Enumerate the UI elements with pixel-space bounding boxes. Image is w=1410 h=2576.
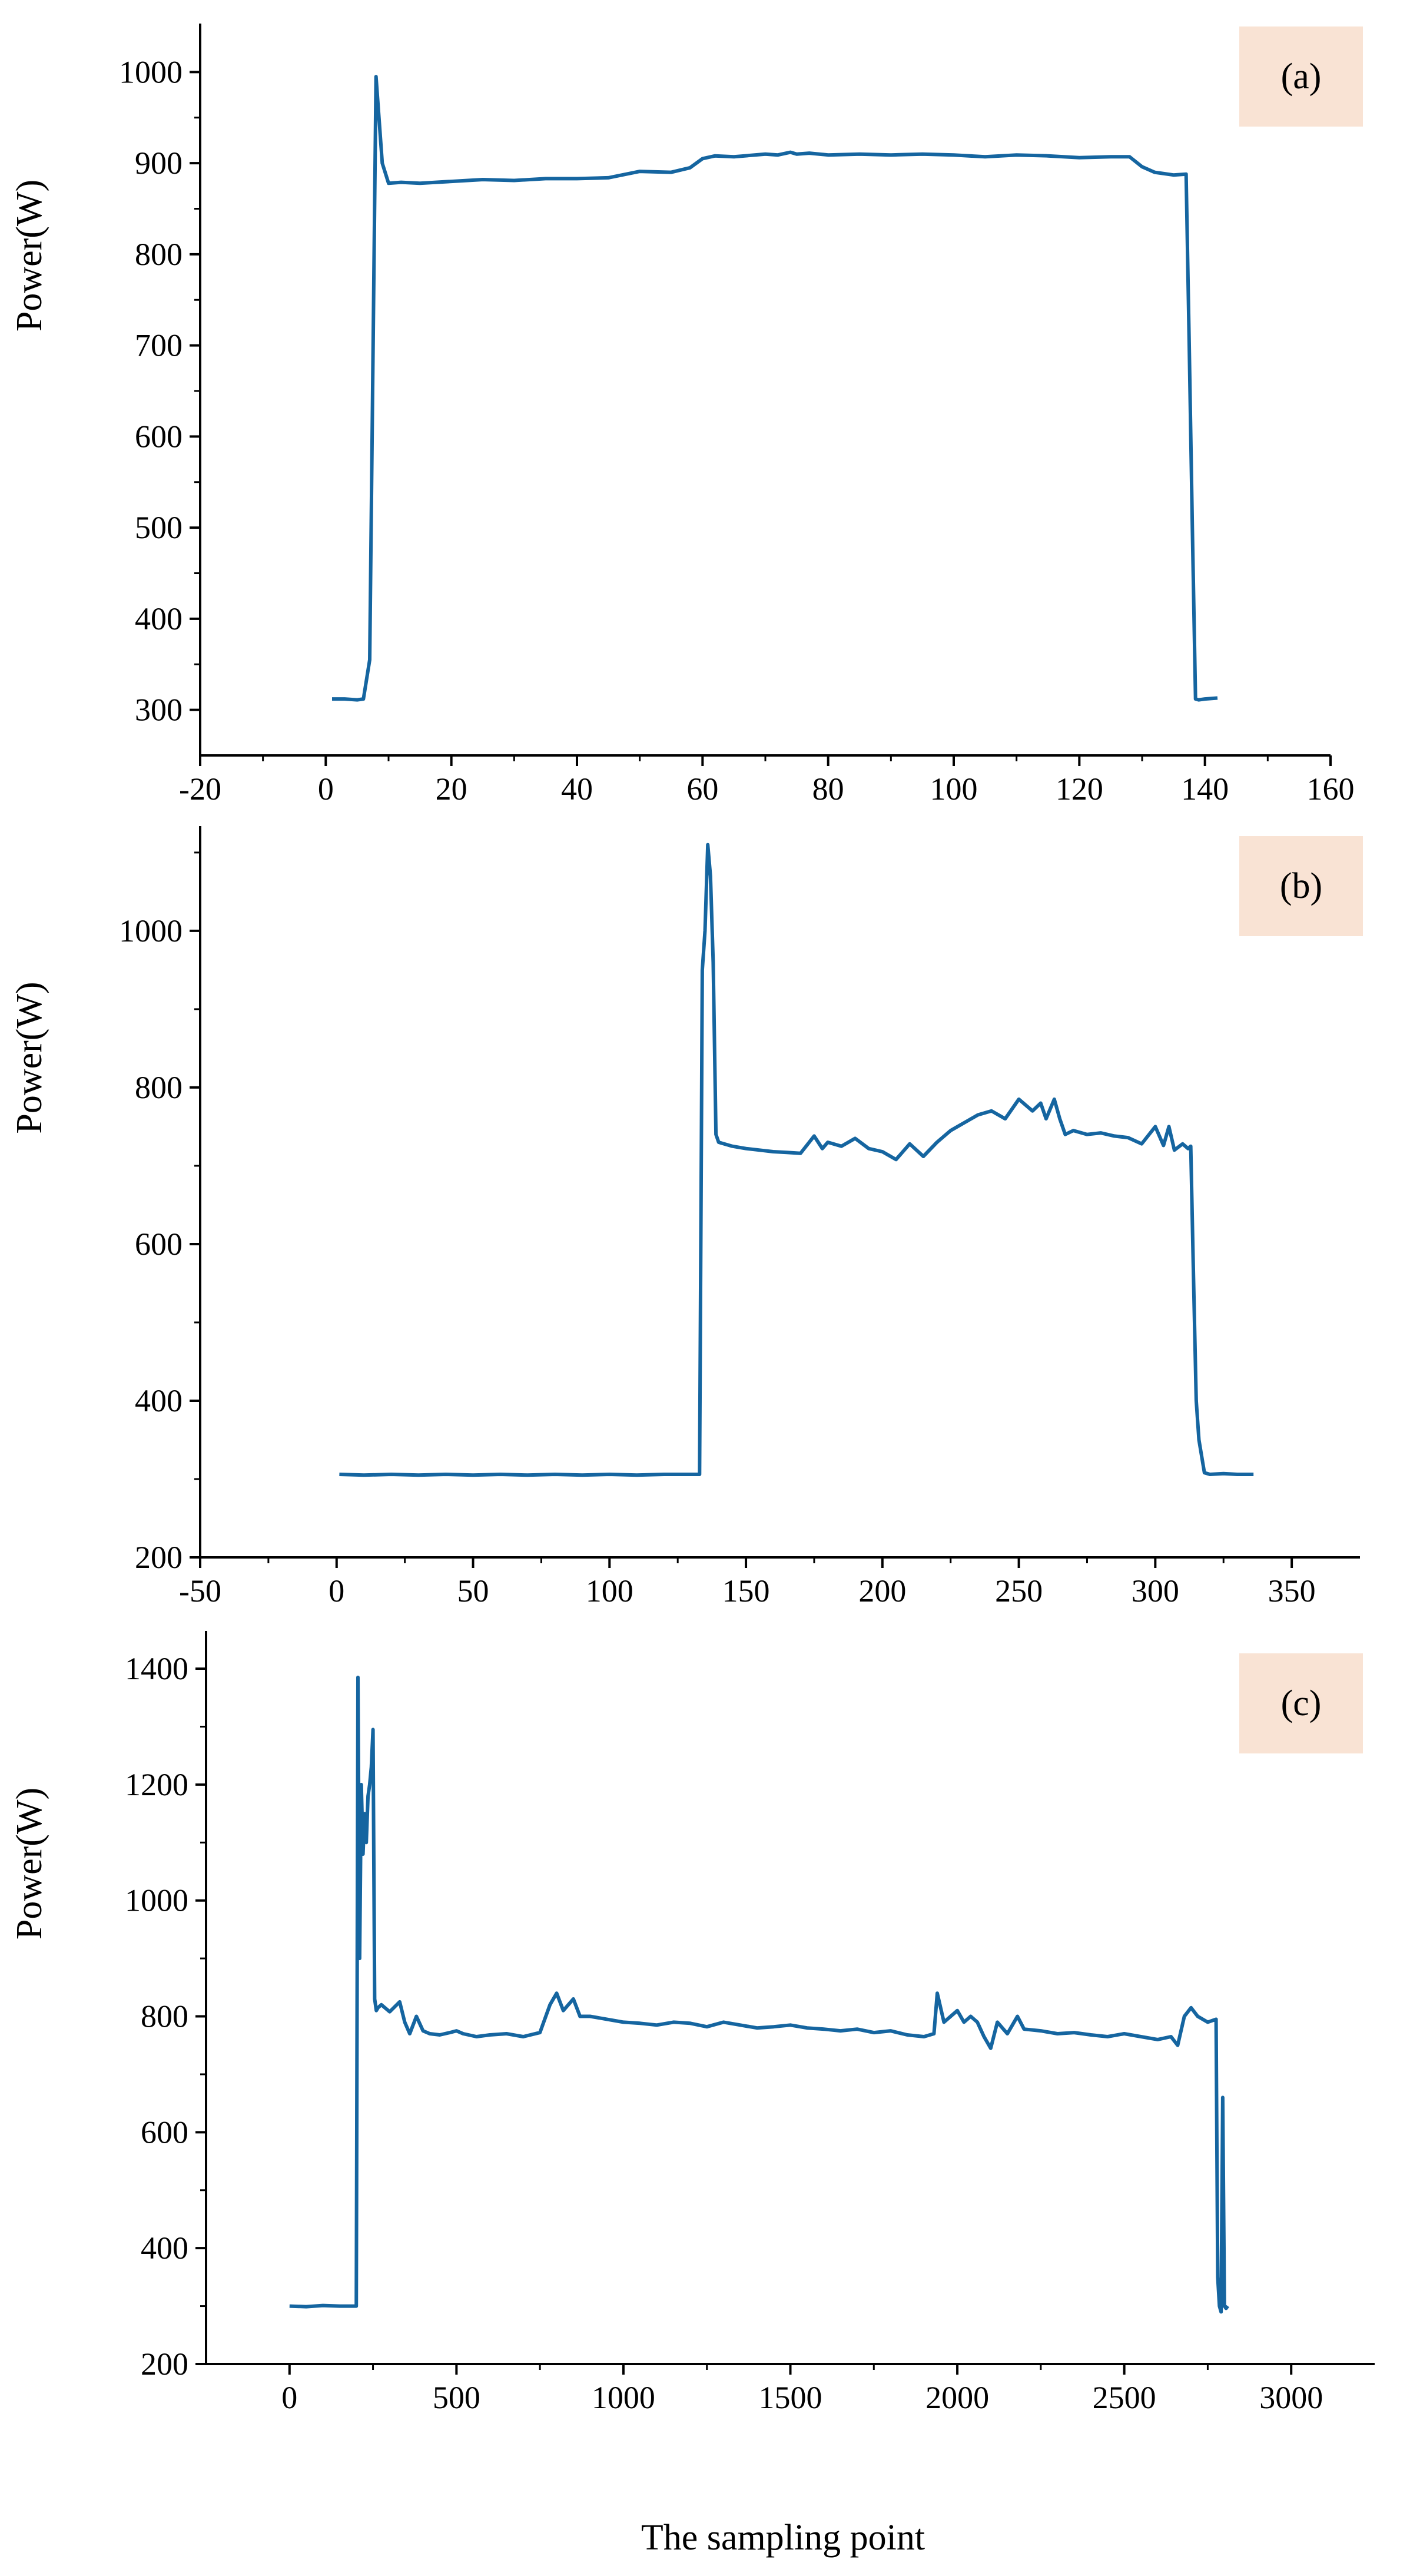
x-tick-label: 200 (858, 1573, 906, 1609)
y-tick-label: 400 (141, 2230, 188, 2266)
x-tick-label: -20 (179, 771, 221, 807)
y-tick-label: 800 (135, 1070, 183, 1105)
x-tick-label: 500 (433, 2380, 480, 2415)
y-axis-title: Power(W) (9, 982, 49, 1133)
x-tick-label: 250 (995, 1573, 1043, 1609)
x-tick-label: 80 (812, 771, 844, 807)
y-tick-label: 600 (135, 1226, 183, 1262)
y-tick-label: 200 (135, 1540, 183, 1575)
y-tick-label: 600 (135, 419, 183, 454)
x-tick-label: 2000 (925, 2380, 989, 2415)
series-line (289, 1675, 1229, 2314)
y-tick-label: 1200 (125, 1767, 188, 1802)
x-tick-label: 0 (329, 1573, 344, 1609)
x-tick-label: 120 (1056, 771, 1103, 807)
x-tick-label: 1500 (759, 2380, 822, 2415)
y-tick-label: 600 (141, 2114, 188, 2150)
panel-b: (b) Power(W) 200 400 600 800 1000 -50 0 50 100 15… (9, 826, 1363, 1609)
panel-label-background (1239, 1653, 1363, 1753)
x-tick-label: 140 (1181, 771, 1229, 807)
x-axis-title: The sampling point (641, 2518, 925, 2558)
y-axis-title: Power(W) (9, 1788, 49, 1940)
x-tick-label: 3000 (1259, 2380, 1323, 2415)
y-tick-label: 800 (141, 1999, 188, 2034)
y-tick-label: 900 (135, 145, 183, 181)
panel-a: (a) Power(W) 3004005006007008009001000-2… (9, 24, 1363, 807)
series-line (339, 843, 1254, 1477)
y-tick-label: 800 (135, 237, 183, 272)
y-tick-label: 400 (135, 601, 183, 636)
y-axis-title: Power(W) (9, 180, 49, 331)
panel-label: (b) (1280, 866, 1322, 906)
y-tick-label: 400 (135, 1383, 183, 1418)
x-tick-label: -50 (179, 1573, 221, 1609)
x-tick-label: 50 (457, 1573, 489, 1609)
y-tick-label: 200 (141, 2346, 188, 2382)
y-tick-label: 1400 (125, 1651, 188, 1686)
x-tick-label: 20 (436, 771, 467, 807)
x-tick-label: 1000 (592, 2380, 655, 2415)
panel-label: (c) (1281, 1683, 1322, 1723)
x-tick-label: 150 (722, 1573, 770, 1609)
x-tick-label: 0 (318, 771, 334, 807)
y-tick-label: 300 (135, 692, 183, 728)
y-tick-label: 500 (135, 510, 183, 545)
x-tick-label: 2500 (1093, 2380, 1156, 2415)
x-tick-label: 0 (281, 2380, 297, 2415)
panel-label-background (1239, 836, 1363, 936)
x-tick-label: 300 (1132, 1573, 1179, 1609)
x-tick-label: 350 (1268, 1573, 1316, 1609)
panel-label: (a) (1281, 57, 1322, 97)
x-tick-label: 100 (930, 771, 978, 807)
y-tick-label: 700 (135, 328, 183, 363)
x-tick-label: 60 (686, 771, 718, 807)
y-tick-label: 1000 (119, 913, 183, 949)
panel-label-background (1239, 26, 1363, 127)
x-tick-label: 160 (1307, 771, 1355, 807)
y-tick-label: 1000 (125, 1883, 188, 1918)
panel-c: (c) Power(W) 200 400 600 800 1000 1200 1400 0 50… (9, 1631, 1375, 2415)
x-tick-label: 40 (561, 771, 593, 807)
x-tick-label: 100 (586, 1573, 633, 1609)
series-line (332, 75, 1218, 702)
y-tick-label: 1000 (119, 54, 183, 89)
